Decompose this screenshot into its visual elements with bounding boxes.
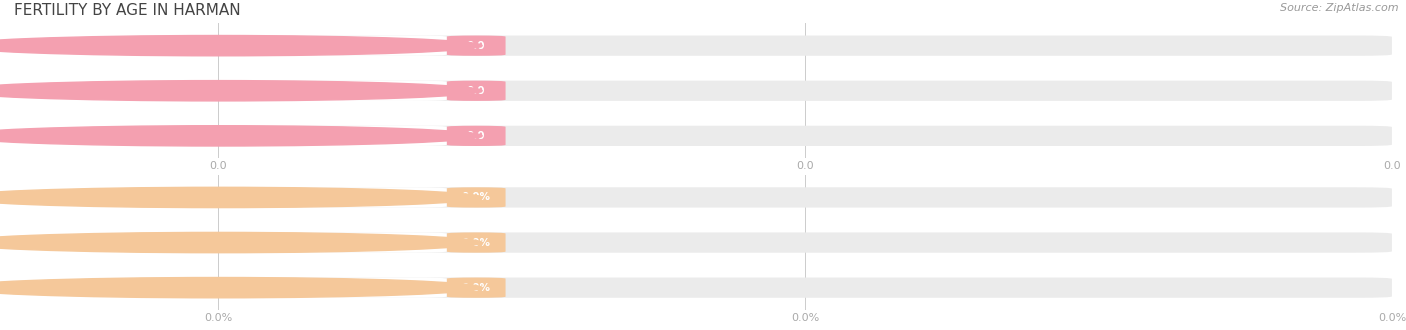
FancyBboxPatch shape (447, 232, 506, 253)
FancyBboxPatch shape (218, 36, 1392, 56)
Text: 20 to 34 years: 20 to 34 years (284, 236, 370, 249)
Text: 0.0: 0.0 (467, 86, 485, 96)
Circle shape (0, 187, 482, 208)
FancyBboxPatch shape (447, 187, 506, 208)
Text: FERTILITY BY AGE IN HARMAN: FERTILITY BY AGE IN HARMAN (14, 3, 240, 18)
Text: Source: ZipAtlas.com: Source: ZipAtlas.com (1281, 3, 1399, 13)
Text: 0.0%: 0.0% (461, 238, 491, 248)
Circle shape (0, 278, 482, 298)
FancyBboxPatch shape (218, 232, 447, 253)
FancyBboxPatch shape (218, 187, 1392, 208)
Text: 0.0: 0.0 (467, 131, 485, 141)
FancyBboxPatch shape (447, 81, 506, 101)
Text: 0.0%: 0.0% (461, 192, 491, 202)
FancyBboxPatch shape (447, 36, 506, 56)
FancyBboxPatch shape (218, 36, 447, 56)
Text: 15 to 19 years: 15 to 19 years (284, 191, 370, 204)
FancyBboxPatch shape (218, 278, 1392, 298)
Text: 20 to 34 years: 20 to 34 years (284, 84, 370, 97)
Text: 35 to 50 years: 35 to 50 years (284, 281, 370, 294)
FancyBboxPatch shape (218, 278, 447, 298)
FancyBboxPatch shape (447, 126, 506, 146)
Circle shape (0, 36, 482, 56)
FancyBboxPatch shape (218, 126, 447, 146)
Circle shape (0, 126, 482, 146)
Text: 35 to 50 years: 35 to 50 years (284, 129, 370, 142)
FancyBboxPatch shape (218, 232, 1392, 253)
FancyBboxPatch shape (218, 126, 1392, 146)
Text: 15 to 19 years: 15 to 19 years (284, 39, 370, 52)
Text: 0.0: 0.0 (467, 41, 485, 50)
Text: 0.0%: 0.0% (461, 283, 491, 293)
Circle shape (0, 81, 482, 101)
FancyBboxPatch shape (218, 81, 1392, 101)
FancyBboxPatch shape (218, 81, 447, 101)
Circle shape (0, 232, 482, 253)
FancyBboxPatch shape (447, 278, 506, 298)
FancyBboxPatch shape (218, 187, 447, 208)
